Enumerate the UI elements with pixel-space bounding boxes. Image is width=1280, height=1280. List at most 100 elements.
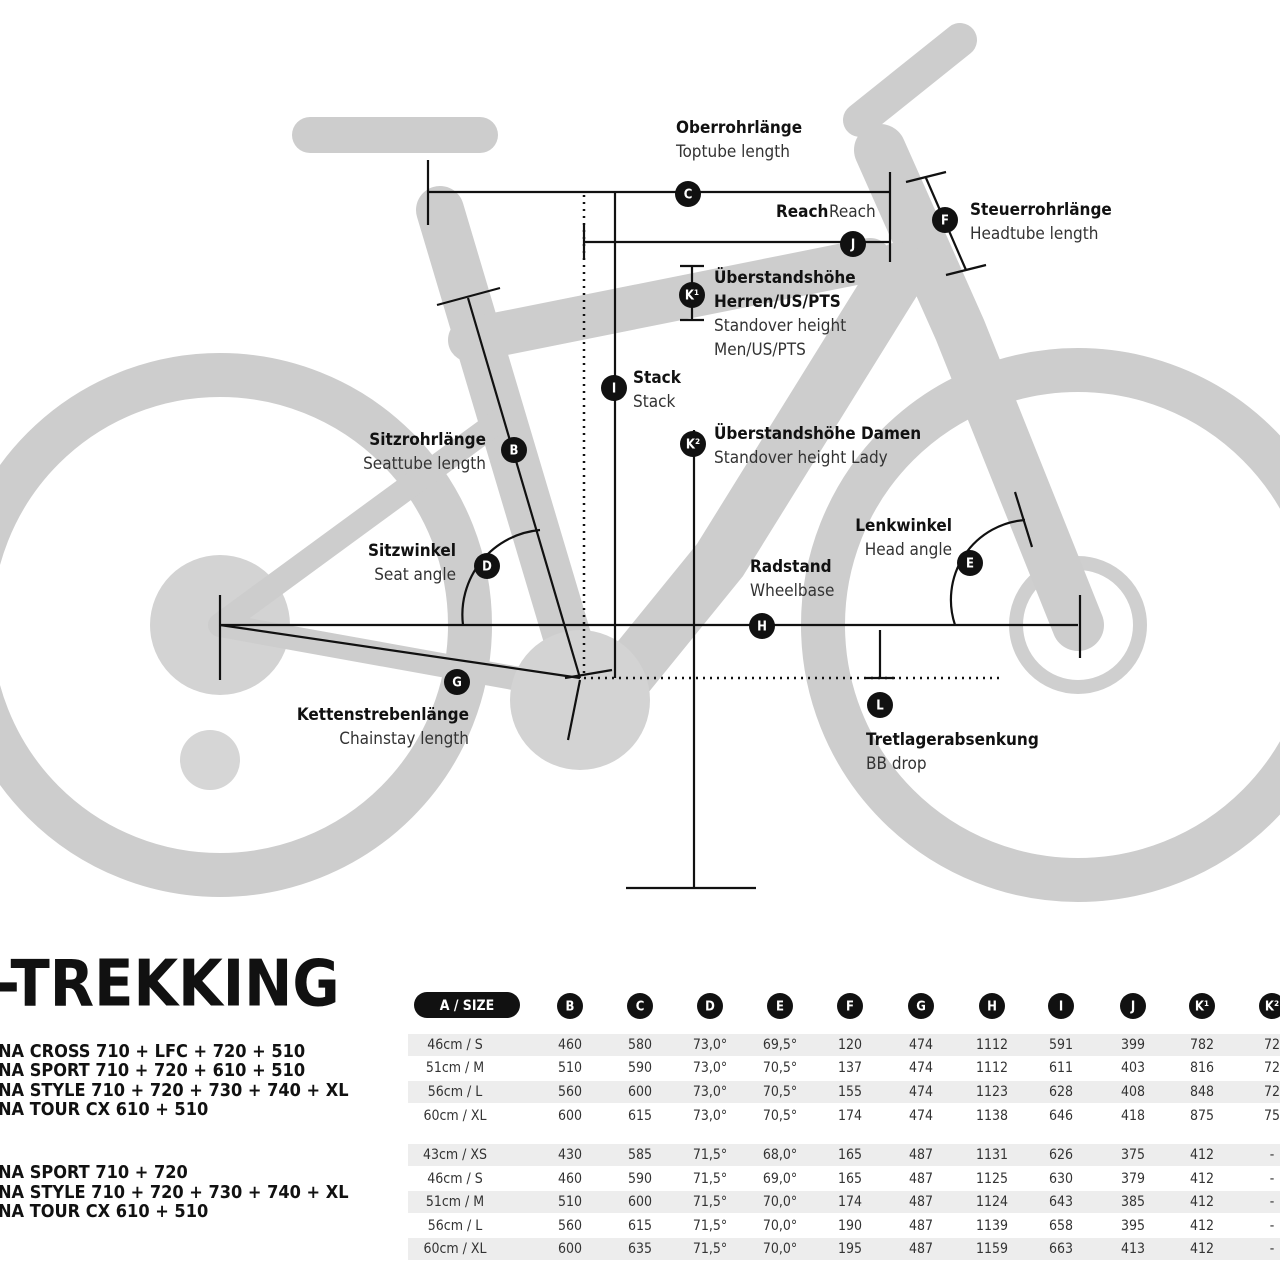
cell: 395 (1121, 1218, 1145, 1234)
model-name: NA SPORT 710 + 720 (0, 1162, 188, 1183)
letter-badge (444, 669, 470, 695)
label-title: Überstandshöhe Damen (714, 422, 921, 444)
cell: 646 (1049, 1108, 1073, 1124)
row-band (408, 1238, 1280, 1260)
cell: 165 (838, 1171, 862, 1187)
cell: 1125 (976, 1171, 1008, 1187)
cell: 580 (628, 1037, 652, 1053)
model-name: NA TOUR CX 610 + 510 (0, 1099, 208, 1120)
size-cell: 60cm / XL (423, 1241, 486, 1257)
cell: 70,5° (763, 1060, 797, 1076)
row-band (408, 1105, 1280, 1127)
size-header-pill (414, 992, 520, 1018)
cell: 630 (1049, 1171, 1073, 1187)
cell: 412 (1190, 1147, 1214, 1163)
cell: 73,0° (693, 1108, 727, 1124)
cell: 487 (909, 1147, 933, 1163)
cell: 70,0° (763, 1241, 797, 1257)
cell: 73,0° (693, 1084, 727, 1100)
cell: 430 (558, 1147, 582, 1163)
size-cell: 51cm / M (426, 1194, 484, 1210)
cell: 487 (909, 1194, 933, 1210)
cell: 120 (838, 1037, 862, 1053)
label-title: Oberrohrlänge (676, 118, 802, 138)
cell: 72 (1264, 1084, 1280, 1100)
letter: G (916, 1000, 926, 1015)
cell: 1131 (976, 1147, 1008, 1163)
cell: 165 (838, 1147, 862, 1163)
letter: I (1059, 1000, 1063, 1015)
letter-badge (979, 993, 1005, 1019)
cell: 375 (1121, 1147, 1145, 1163)
cell: 782 (1190, 1037, 1214, 1053)
letter-badge (837, 993, 863, 1019)
cell: 600 (558, 1241, 582, 1257)
model-name: NA TOUR CX 610 + 510 (0, 1201, 208, 1222)
cell: 70,0° (763, 1218, 797, 1234)
size-cell: 46cm / S (427, 1037, 482, 1053)
cell: 70,5° (763, 1108, 797, 1124)
row-band (408, 1215, 1280, 1237)
label-subtitle: Seat angle (374, 565, 456, 585)
cell: 474 (909, 1060, 933, 1076)
letter: F (941, 214, 949, 229)
bike-silhouette (0, 23, 1280, 902)
cell: 408 (1121, 1084, 1145, 1100)
size-cell: 56cm / L (428, 1084, 482, 1100)
letter: F (846, 1000, 854, 1015)
label-title: Tretlagerabsenkung (866, 730, 1039, 750)
cell: 474 (909, 1108, 933, 1124)
label-subtitle: Seattube length (363, 454, 486, 474)
cell: 590 (628, 1060, 652, 1076)
cell: 1159 (976, 1241, 1008, 1257)
label-title: Sitzrohrlänge (369, 430, 486, 450)
cell: 1112 (976, 1037, 1008, 1053)
cell: 418 (1121, 1108, 1145, 1124)
cell: 412 (1190, 1218, 1214, 1234)
letter: K¹ (685, 289, 699, 304)
label-subtitle: Reach (829, 202, 876, 222)
cell: 73,0° (693, 1037, 727, 1053)
cell: 635 (628, 1241, 652, 1257)
model-name: NA STYLE 710 + 720 + 730 + 740 + XL (0, 1182, 349, 1203)
letter: E (776, 1000, 784, 1015)
cell: - (1270, 1171, 1275, 1187)
cell: 658 (1049, 1218, 1073, 1234)
cell: 385 (1121, 1194, 1145, 1210)
row-band (408, 1034, 1280, 1056)
letter-badge (957, 550, 983, 576)
model-name: NA STYLE 710 + 720 + 730 + 740 + XL (0, 1080, 349, 1101)
letter-badge (1048, 993, 1074, 1019)
cell: 68,0° (763, 1147, 797, 1163)
cell: 510 (558, 1060, 582, 1076)
letter-badge (840, 231, 866, 257)
cell: 174 (838, 1194, 862, 1210)
label-title: Überstandshöhe (714, 266, 856, 288)
cell: 412 (1190, 1194, 1214, 1210)
cell: 413 (1121, 1241, 1145, 1257)
cell: 560 (558, 1084, 582, 1100)
cell: 1123 (976, 1084, 1008, 1100)
cell: 72 (1264, 1037, 1280, 1053)
cell: 69,0° (763, 1171, 797, 1187)
letter-badge (749, 613, 775, 639)
cell: 611 (1049, 1060, 1073, 1076)
size-header: A / SIZE (440, 998, 495, 1014)
letter: K¹ (1195, 1000, 1209, 1015)
letter: C (636, 1000, 645, 1015)
cell: 71,5° (693, 1194, 727, 1210)
letter: H (987, 1000, 997, 1015)
size-cell: 51cm / M (426, 1060, 484, 1076)
label-title: Lenkwinkel (855, 516, 952, 536)
model-name: NA CROSS 710 + LFC + 720 + 510 (0, 1041, 305, 1062)
cell: 75 (1264, 1108, 1280, 1124)
cell: - (1270, 1194, 1275, 1210)
letter: E (966, 557, 974, 572)
letter: C (684, 188, 693, 203)
row-band (408, 1081, 1280, 1103)
label-title: Herren/US/PTS (714, 292, 841, 312)
table-title: -TREKKING (0, 948, 340, 1022)
row-band (408, 1057, 1280, 1079)
cell: 591 (1049, 1037, 1073, 1053)
cell: 600 (628, 1084, 652, 1100)
